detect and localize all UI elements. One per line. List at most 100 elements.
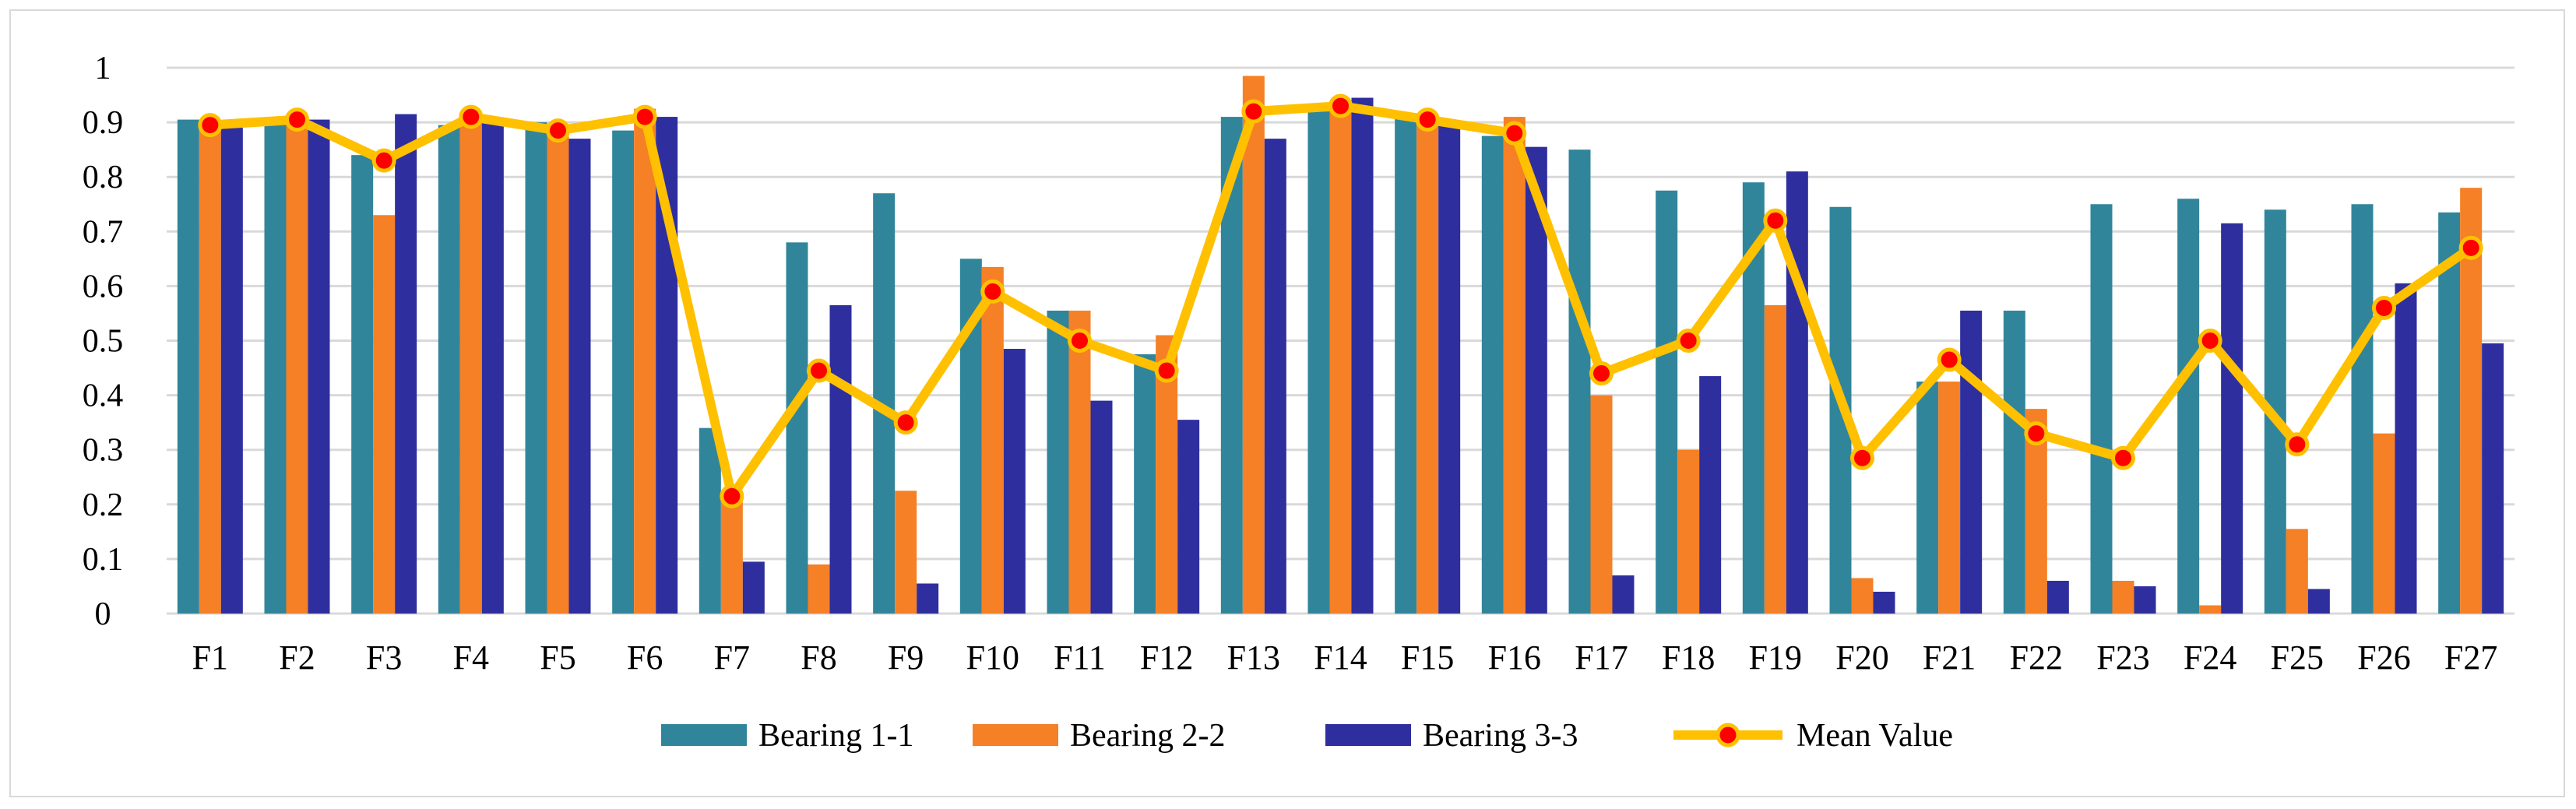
x-tick-label: F23 [2096, 638, 2149, 677]
y-tick-label: 0.3 [83, 433, 124, 469]
legend-swatch [1325, 724, 1411, 746]
bar-bearing-1-1 [2090, 204, 2113, 614]
mean-value-point [1154, 358, 1179, 383]
mean-value-point [1068, 329, 1092, 353]
mean-value-point [285, 107, 309, 132]
x-tick-label: F11 [1054, 638, 1106, 677]
bar-bearing-3-3 [220, 125, 243, 614]
x-tick-label: F24 [2184, 638, 2236, 677]
legend-label: Bearing 2-2 [1070, 718, 1225, 754]
mean-value-point [1328, 93, 1353, 118]
bar-bearing-1-1 [1568, 149, 1591, 614]
legend-item: Bearing 2-2 [973, 718, 1225, 754]
mean-value-point [2024, 421, 2049, 446]
mean-value-point [1763, 208, 1788, 233]
mean-value-point [198, 113, 223, 138]
mean-value-point [459, 104, 484, 129]
y-tick-label: 0.6 [83, 269, 124, 304]
legend-item: Mean Value [1673, 718, 1953, 754]
x-tick-label: F16 [1488, 638, 1541, 677]
bar-bearing-3-3 [1351, 97, 1374, 614]
x-tick-label: F20 [1835, 638, 1888, 677]
bar-bearing-1-1 [699, 427, 721, 614]
mean-value-point [546, 118, 570, 143]
x-tick-label: F10 [966, 638, 1019, 677]
bar-bearing-2-2 [1938, 382, 1961, 614]
bar-bearing-2-2 [547, 133, 569, 614]
bar-bearing-2-2 [634, 108, 656, 614]
x-tick-label: F12 [1140, 638, 1193, 677]
bar-bearing-1-1 [438, 125, 460, 614]
bar-bearing-2-2 [1416, 114, 1439, 614]
bar-bearing-1-1 [2003, 310, 2025, 614]
legend-swatch [661, 724, 747, 746]
bar-series [177, 76, 2504, 614]
bar-bearing-3-3 [2307, 589, 2330, 614]
bar-bearing-2-2 [1503, 117, 1526, 614]
legend-label: Mean Value [1797, 718, 1953, 754]
bar-bearing-2-2 [286, 114, 308, 614]
x-tick-label: F9 [888, 638, 924, 677]
bar-bearing-2-2 [1329, 108, 1352, 614]
bar-bearing-3-3 [2482, 343, 2504, 614]
bar-bearing-2-2 [895, 491, 917, 614]
mean-value-point [980, 279, 1005, 304]
y-tick-label: 1 [95, 51, 111, 86]
y-tick-label: 0.4 [83, 378, 124, 414]
x-tick-label: F25 [2271, 638, 2324, 677]
bar-bearing-3-3 [1699, 376, 1722, 614]
bar-bearing-3-3 [1264, 139, 1286, 614]
bar-bearing-1-1 [1481, 135, 1504, 614]
mean-line-series [198, 93, 2483, 508]
mean-value-point [1502, 121, 1527, 146]
mean-value-point [893, 410, 918, 435]
bar-bearing-3-3 [2134, 586, 2156, 614]
mean-value-point [371, 148, 396, 173]
x-tick-label: F18 [1662, 638, 1715, 677]
y-tick-label: 0.9 [83, 105, 124, 141]
bar-bearing-3-3 [2221, 223, 2243, 614]
bar-bearing-2-2 [1677, 449, 1700, 614]
x-tick-label: F4 [453, 638, 489, 677]
bar-bearing-1-1 [177, 119, 199, 614]
bar-bearing-1-1 [1307, 111, 1330, 614]
bar-bearing-3-3 [829, 304, 852, 614]
x-tick-label: F7 [714, 638, 750, 677]
bar-bearing-1-1 [1134, 354, 1156, 614]
bar-bearing-3-3 [1438, 125, 1461, 614]
bar-bearing-1-1 [1656, 190, 1678, 614]
bar-bearing-1-1 [612, 130, 635, 614]
bar-bearing-3-3 [395, 114, 417, 614]
x-tick-label: F19 [1749, 638, 1802, 677]
x-tick-label: F14 [1314, 638, 1367, 677]
bar-bearing-3-3 [481, 122, 504, 614]
bar-bearing-2-2 [1590, 395, 1613, 614]
mean-value-point [1850, 445, 1874, 470]
x-tick-label: F8 [801, 638, 836, 677]
x-tick-label: F26 [2357, 638, 2410, 677]
x-tick-label: F21 [1923, 638, 1976, 677]
bar-bearing-3-3 [1873, 591, 1895, 614]
bar-bearing-3-3 [308, 119, 330, 614]
bar-bearing-3-3 [1090, 400, 1113, 614]
mean-value-point [2111, 445, 2135, 470]
x-axis-ticks: F1 F2 F3 F4 F5 F6 F7 F8 F9 F10 F11 F12 F13 F14 F15 F16 F… [192, 638, 2498, 677]
bar-bearing-3-3 [2046, 580, 2069, 614]
y-tick-label: 0.7 [83, 214, 124, 250]
bar-bearing-1-1 [2351, 204, 2374, 614]
bar-bearing-2-2 [808, 564, 830, 614]
y-tick-label: 0 [95, 596, 111, 632]
y-tick-label: 0.1 [83, 542, 124, 578]
bar-bearing-1-1 [351, 155, 374, 614]
x-tick-label: F15 [1401, 638, 1454, 677]
legend-marker [1716, 723, 1740, 747]
x-tick-label: F6 [627, 638, 663, 677]
x-tick-label: F27 [2444, 638, 2497, 677]
x-tick-label: F1 [192, 638, 228, 677]
bar-bearing-2-2 [981, 266, 1004, 614]
bar-bearing-2-2 [1764, 304, 1786, 614]
bar-bearing-1-1 [1916, 382, 1939, 614]
mean-value-point [1241, 99, 1266, 124]
bar-bearing-2-2 [2286, 529, 2308, 614]
bar-bearing-1-1 [786, 242, 808, 614]
